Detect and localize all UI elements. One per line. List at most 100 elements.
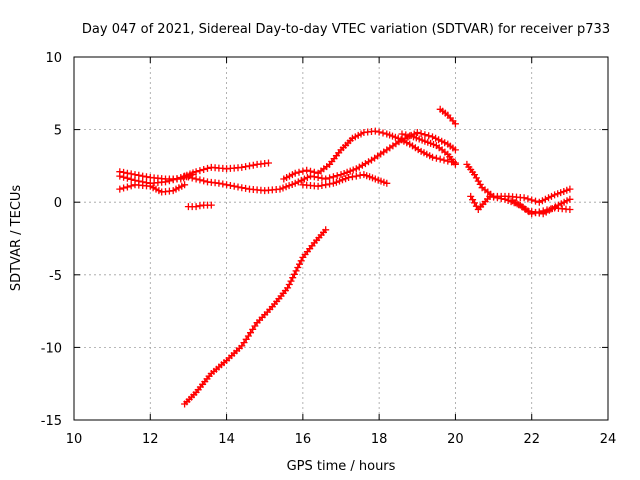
data-point — [285, 182, 293, 190]
data-point — [223, 181, 231, 189]
y-tick-label: -10 — [41, 341, 62, 356]
data-point — [123, 169, 131, 177]
data-point — [438, 137, 446, 145]
data-point — [348, 173, 356, 181]
data-point — [116, 168, 124, 176]
data-point — [375, 128, 383, 136]
series-sat-k — [509, 195, 574, 218]
data-point — [413, 129, 421, 136]
data-point — [314, 182, 322, 190]
series-sat-i — [463, 160, 574, 206]
data-point — [299, 167, 307, 175]
plot-frame — [73, 56, 609, 421]
data-point — [322, 181, 330, 189]
data-point — [486, 192, 494, 200]
data-point — [528, 196, 536, 204]
data-point — [249, 161, 257, 169]
data-point — [432, 134, 440, 142]
data-point — [242, 184, 250, 192]
data-point — [322, 226, 330, 234]
data-point — [566, 206, 574, 213]
x-tick-label: 12 — [142, 432, 159, 447]
data-point — [535, 209, 543, 217]
data-point — [440, 156, 448, 164]
y-tick-label: 10 — [45, 51, 62, 66]
data-point — [339, 176, 346, 184]
data-point — [207, 201, 215, 209]
series-line — [184, 131, 456, 192]
data-point — [188, 174, 196, 182]
x-axis-label: GPS time / hours — [287, 459, 396, 474]
data-point — [291, 169, 299, 177]
data-point — [289, 274, 297, 282]
series-sat-c — [116, 181, 189, 196]
data-point — [318, 182, 326, 189]
data-point — [238, 163, 246, 171]
data-point — [560, 188, 568, 195]
data-point — [528, 208, 536, 216]
series-sat-d — [181, 129, 459, 195]
series-sat-l — [184, 201, 215, 211]
x-tick-label: 14 — [218, 432, 235, 447]
data-point — [238, 184, 246, 192]
data-point — [143, 173, 150, 181]
data-point — [356, 171, 364, 179]
data-point — [285, 281, 293, 288]
data-point — [326, 180, 334, 188]
data-point — [524, 195, 532, 203]
series-sat-g — [398, 130, 459, 168]
data-point — [557, 189, 565, 197]
data-point — [329, 179, 337, 187]
data-point — [215, 179, 223, 187]
data-point — [296, 260, 303, 268]
data-point — [181, 181, 189, 189]
data-point — [181, 172, 189, 180]
grid — [74, 57, 608, 420]
x-tick-label: 10 — [66, 432, 83, 447]
data-point — [196, 176, 204, 184]
y-tick-label: 5 — [54, 124, 62, 139]
data-point — [196, 167, 204, 175]
data-point — [429, 133, 436, 141]
data-point — [554, 190, 562, 198]
data-point — [451, 120, 459, 128]
data-point — [192, 175, 200, 183]
data-point — [303, 166, 311, 174]
data-point — [444, 157, 452, 165]
data-point — [337, 171, 345, 179]
data-point — [127, 170, 135, 178]
data-point — [279, 184, 287, 192]
series-layer — [116, 105, 574, 408]
data-point — [300, 175, 308, 183]
data-point — [318, 174, 326, 182]
data-point — [532, 197, 539, 205]
data-point — [566, 185, 574, 193]
series-sat-f — [299, 171, 391, 190]
data-point — [310, 168, 318, 176]
series-sat-m — [181, 226, 330, 408]
data-point — [349, 166, 357, 174]
data-point — [429, 153, 436, 161]
data-point — [532, 208, 539, 216]
data-point — [246, 162, 253, 170]
data-point — [120, 168, 128, 176]
data-point — [234, 183, 242, 191]
data-point — [135, 171, 143, 179]
data-point — [541, 195, 549, 203]
data-point — [265, 159, 272, 167]
data-point — [297, 176, 305, 184]
data-point — [406, 132, 414, 140]
x-tick-label: 18 — [371, 432, 388, 447]
data-point — [451, 146, 459, 154]
data-point — [435, 136, 443, 144]
data-point — [371, 127, 379, 135]
data-point — [294, 178, 302, 186]
data-point — [563, 186, 571, 194]
data-point — [566, 195, 574, 203]
data-point — [196, 202, 204, 210]
data-point — [219, 180, 227, 188]
data-point — [307, 167, 314, 175]
data-point — [383, 179, 391, 187]
data-point — [200, 177, 208, 185]
